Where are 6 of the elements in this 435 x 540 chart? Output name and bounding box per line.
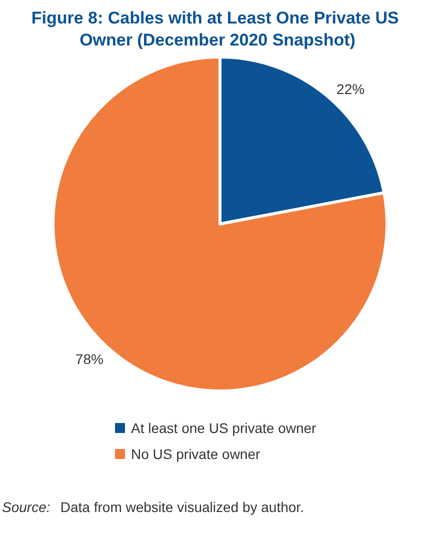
legend-label: At least one US private owner — [131, 420, 317, 436]
data-label: 22% — [336, 81, 365, 98]
source-note: Source: Data from website visualized by author. — [2, 499, 304, 515]
chart-title: Figure 8: Cables with at Least One Private US Owner (December 2020 Snapshot) — [31, 8, 404, 50]
legend-label: No US private owner — [131, 446, 261, 462]
data-label: 78% — [75, 350, 104, 367]
